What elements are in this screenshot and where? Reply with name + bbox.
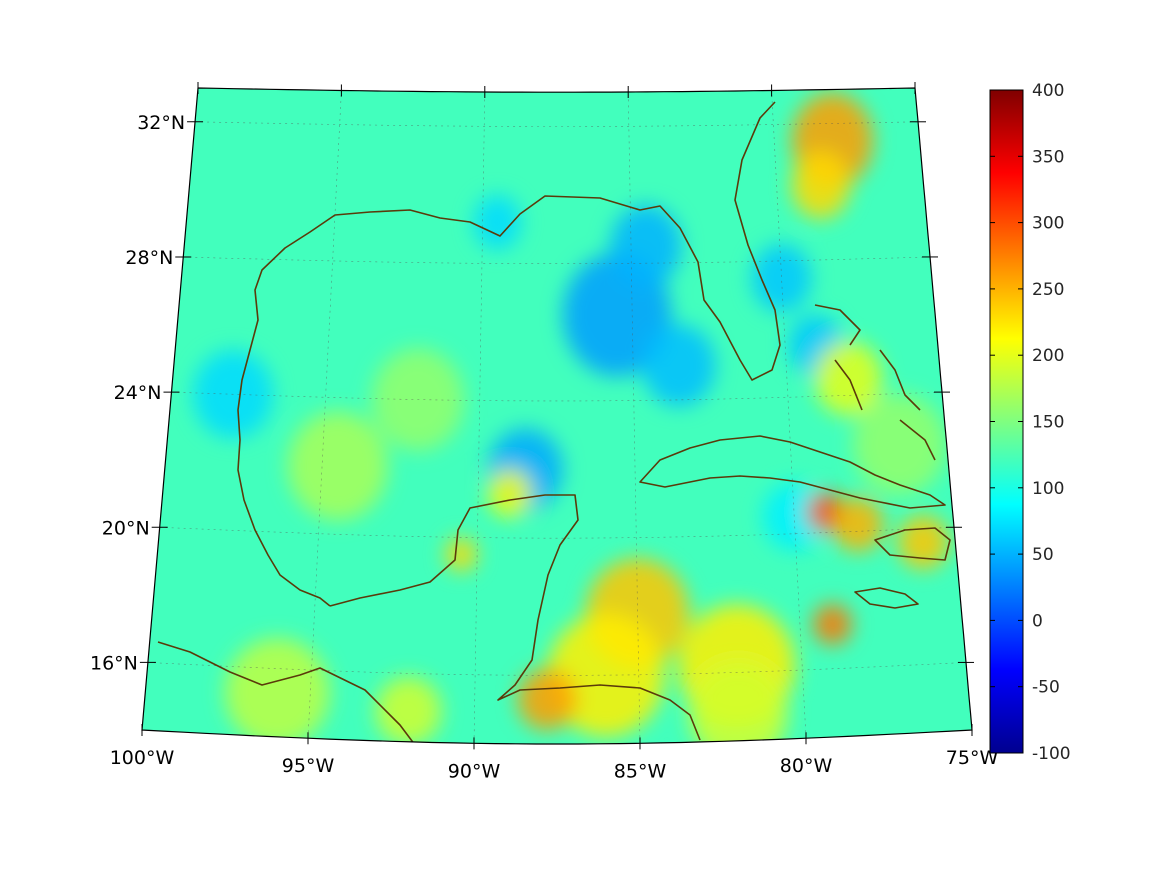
graticule-parallel (147, 662, 967, 676)
field-blob (224, 638, 330, 744)
field-blob (852, 393, 947, 496)
lon-tick-label: 80°W (780, 755, 833, 777)
graticule-parallel (159, 527, 955, 539)
lon-tick-label: 75°W (946, 747, 999, 769)
lon-tick-label: 85°W (614, 760, 667, 782)
lat-tick-label: 16°N (90, 652, 138, 674)
lon-tick-label: 95°W (282, 755, 335, 777)
colorbar-tick-label: 350 (1032, 147, 1064, 167)
lat-tick-label: 28°N (125, 247, 173, 269)
field-blob (517, 668, 577, 731)
coastline-hispaniola (874, 527, 951, 561)
colorbar-tick-label: -50 (1032, 678, 1060, 698)
frame-ticks (139, 82, 974, 750)
graticule-parallel (171, 391, 943, 402)
colorbar-tick-label: 200 (1032, 346, 1064, 366)
colorbar-tick-label: 400 (1032, 81, 1064, 101)
graticule-meridian (771, 90, 807, 739)
field-blob (445, 537, 478, 572)
colorbar-gradient (989, 89, 1024, 754)
colorbar-tick-label: 300 (1032, 214, 1064, 234)
lon-tick-label: 100°W (110, 747, 175, 769)
longitude-labels: 100°W 95°W 90°W 85°W 80°W 75°W (110, 747, 999, 782)
field-blob (897, 515, 949, 570)
lat-tick-label: 24°N (114, 382, 162, 404)
latitude-labels: 32°N 28°N 24°N 20°N 16°N (90, 112, 185, 675)
colorbar-tick-label: 150 (1032, 413, 1064, 433)
colorbar-tick-label: 0 (1032, 611, 1043, 631)
coastline-gulf (157, 101, 781, 744)
colorbar-tick-label: 100 (1032, 479, 1064, 499)
field-blob (287, 411, 388, 521)
graticule-meridian (627, 91, 641, 744)
field-blobs (193, 92, 949, 744)
coastline-yucatan (329, 494, 701, 741)
field-blob (473, 195, 522, 250)
coastline-cuba (639, 435, 946, 509)
field-blob (791, 151, 850, 219)
field-blob (762, 482, 826, 551)
colorbar-ticks: 400 350 300 250 200 150 100 50 0 -50 -100 (990, 81, 1071, 764)
field-blob (642, 324, 716, 407)
field-blob (547, 613, 665, 737)
coastlines (157, 101, 951, 744)
graticule-parallel (195, 121, 919, 127)
coastline-bahamas (814, 304, 936, 461)
field-blob (832, 497, 884, 552)
field-blob (813, 604, 852, 645)
field-blob (487, 469, 532, 518)
graticule-meridian (473, 91, 486, 744)
lat-tick-label: 32°N (137, 112, 185, 134)
colorbar: 400 350 300 250 200 150 100 50 0 -50 -100 (989, 81, 1071, 764)
field-blob (610, 205, 682, 288)
graticule (142, 88, 972, 744)
field-blob (375, 676, 442, 744)
colorbar-tick-label: -100 (1032, 744, 1071, 764)
field-blob (689, 662, 788, 744)
coastline-jamaica (854, 587, 919, 609)
graticule-parallel (183, 256, 931, 264)
lon-tick-label: 90°W (448, 760, 501, 782)
colorbar-tick-label: 250 (1032, 280, 1064, 300)
lat-tick-label: 20°N (102, 517, 150, 539)
graticule-meridian (307, 90, 342, 739)
colorbar-tick-label: 50 (1032, 545, 1054, 565)
